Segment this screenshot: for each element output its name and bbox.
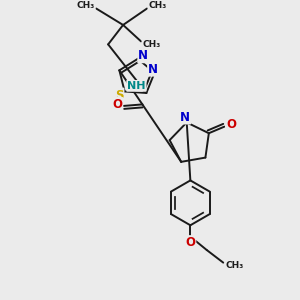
Text: NH: NH: [127, 81, 146, 91]
Text: CH₃: CH₃: [76, 1, 95, 10]
Text: N: N: [138, 49, 148, 62]
Text: O: O: [112, 98, 122, 111]
Text: O: O: [226, 118, 236, 131]
Text: CH₃: CH₃: [142, 40, 160, 49]
Text: CH₃: CH₃: [226, 261, 244, 270]
Text: CH₃: CH₃: [148, 1, 166, 10]
Text: S: S: [115, 88, 124, 102]
Text: O: O: [185, 236, 195, 249]
Text: N: N: [148, 63, 158, 76]
Text: N: N: [180, 111, 190, 124]
